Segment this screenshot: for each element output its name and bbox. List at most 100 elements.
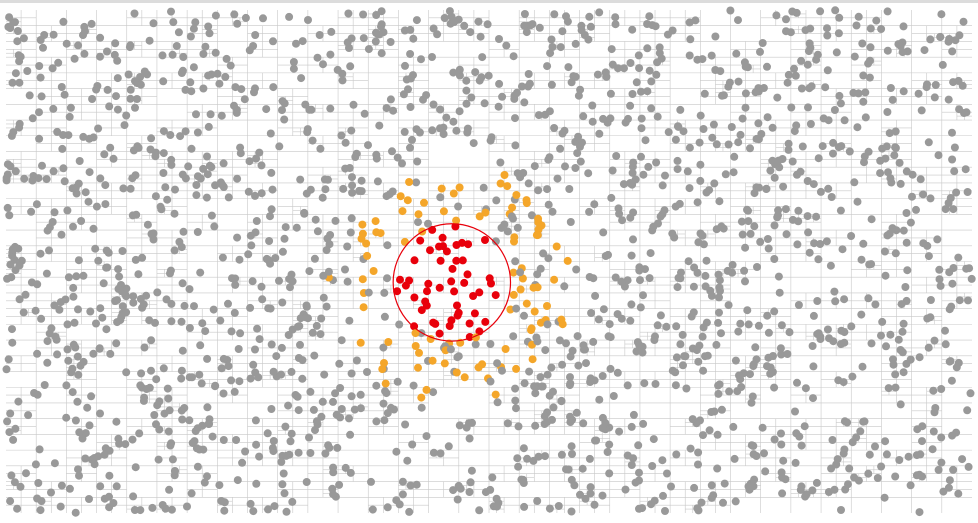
point: [614, 64, 622, 73]
candidate-point: [398, 207, 407, 216]
point: [606, 89, 615, 98]
point: [356, 390, 365, 399]
point: [514, 422, 523, 431]
found-point: [396, 275, 404, 284]
point: [235, 255, 244, 264]
point: [270, 502, 279, 511]
point: [586, 374, 595, 383]
point: [668, 229, 677, 238]
point: [326, 231, 335, 239]
point: [406, 103, 415, 111]
point: [16, 482, 25, 491]
point: [823, 24, 831, 33]
point: [503, 227, 512, 236]
point: [386, 95, 395, 104]
point: [168, 50, 177, 59]
point: [112, 417, 121, 426]
point: [516, 268, 525, 277]
point: [114, 265, 123, 274]
point: [894, 335, 903, 344]
point: [945, 476, 954, 485]
point: [343, 242, 352, 251]
point: [904, 452, 913, 461]
point: [337, 131, 346, 140]
point: [601, 252, 610, 260]
candidate-point: [530, 307, 539, 316]
point: [929, 427, 938, 436]
point: [280, 115, 289, 124]
point: [322, 302, 331, 311]
candidate-point: [417, 393, 426, 402]
point: [408, 440, 417, 449]
point: [623, 381, 632, 390]
point: [530, 162, 539, 171]
point: [568, 346, 577, 355]
point: [770, 173, 779, 182]
point: [251, 345, 259, 354]
point: [326, 50, 335, 59]
point: [641, 136, 650, 145]
point: [352, 356, 361, 365]
point: [385, 190, 394, 199]
point: [90, 454, 99, 462]
point: [838, 245, 847, 254]
point: [930, 93, 939, 102]
point: [860, 417, 869, 426]
point: [544, 254, 553, 263]
point: [153, 288, 162, 297]
point: [286, 437, 295, 446]
point: [964, 462, 973, 471]
point: [806, 24, 815, 33]
point: [823, 325, 832, 334]
point: [35, 134, 44, 143]
point: [2, 176, 11, 185]
point: [494, 102, 503, 111]
point: [306, 449, 315, 457]
point: [13, 37, 22, 46]
point: [773, 93, 782, 102]
point: [137, 369, 146, 378]
point: [615, 209, 624, 218]
point: [685, 51, 694, 60]
point: [49, 167, 58, 176]
point: [816, 335, 825, 343]
point: [513, 454, 522, 463]
point: [147, 134, 156, 143]
point: [948, 431, 957, 440]
point: [835, 13, 844, 22]
point: [543, 185, 552, 194]
point: [627, 422, 636, 431]
point: [637, 152, 645, 161]
found-point: [460, 278, 469, 287]
point: [707, 291, 716, 300]
point: [298, 356, 307, 365]
point: [163, 195, 172, 204]
point: [312, 321, 321, 330]
point: [11, 167, 20, 176]
point: [763, 362, 771, 371]
point: [455, 71, 464, 80]
point: [68, 388, 77, 397]
candidate-point: [439, 207, 448, 216]
point: [808, 486, 817, 495]
point: [102, 246, 111, 255]
candidate-point: [411, 329, 420, 338]
point: [74, 179, 83, 188]
point: [131, 103, 139, 112]
point: [456, 484, 465, 493]
point: [230, 387, 239, 396]
found-point: [450, 287, 459, 296]
point: [20, 174, 29, 183]
point: [915, 508, 924, 517]
point: [878, 317, 887, 326]
point: [386, 38, 395, 46]
candidate-point: [518, 274, 527, 283]
point: [548, 207, 557, 216]
point: [937, 458, 946, 467]
point: [830, 106, 839, 114]
point: [776, 344, 785, 353]
candidate-point: [508, 203, 517, 212]
point: [607, 193, 616, 202]
point: [861, 113, 870, 122]
